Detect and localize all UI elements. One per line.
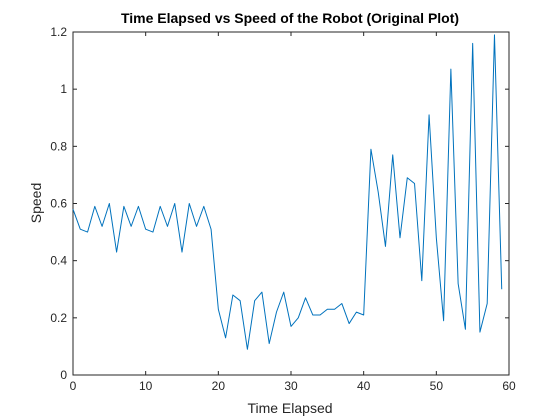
x-axis-label: Time Elapsed (247, 400, 332, 416)
y-tick-label: 1 (60, 82, 67, 96)
x-tick-label: 60 (502, 379, 516, 393)
x-tick-label: 20 (212, 379, 226, 393)
plot-area (72, 31, 510, 376)
chart-title: Time Elapsed vs Speed of the Robot (Orig… (121, 10, 459, 26)
x-tick-label: 30 (284, 379, 298, 393)
y-tick-label: 0.4 (50, 254, 67, 268)
y-tick-label: 0.8 (50, 139, 67, 153)
y-axis-label: Speed (28, 183, 44, 223)
y-tick-label: 0.2 (50, 311, 67, 325)
y-tick-label: 0.6 (50, 197, 67, 211)
speed-series-line (72, 34, 503, 350)
y-tick-label: 0 (60, 368, 67, 382)
x-tick-label: 10 (139, 379, 153, 393)
y-axis: 0 0.2 0.4 0.6 0.8 1 1.2 (50, 25, 509, 382)
x-tick-label: 50 (430, 379, 444, 393)
y-tick-label: 1.2 (50, 25, 67, 39)
x-tick-label: 40 (357, 379, 371, 393)
x-tick-label: 0 (70, 379, 77, 393)
x-axis: 0 10 20 30 40 50 60 (70, 32, 516, 393)
